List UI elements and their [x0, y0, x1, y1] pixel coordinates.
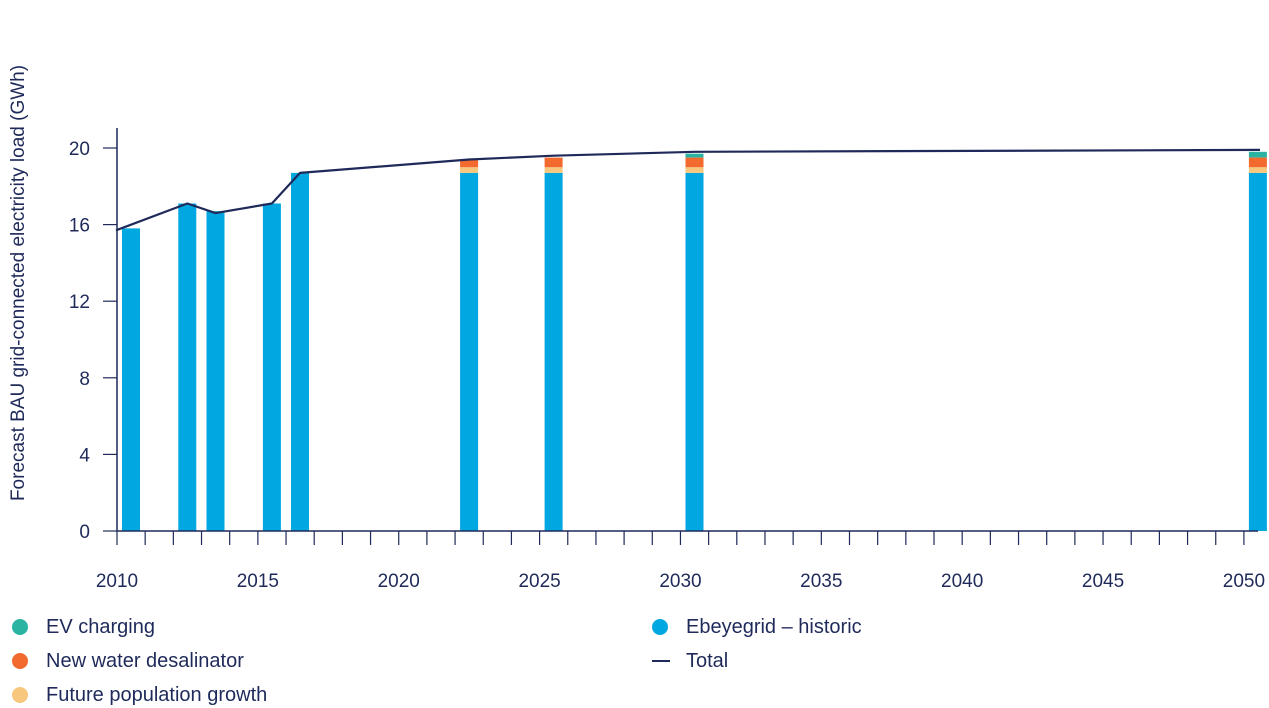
x-tick-label-2040: 2040	[941, 571, 983, 592]
bar-2050-series-1	[1248, 167, 1267, 173]
bar-2016-series-0	[291, 172, 309, 531]
bar-2015-series-0	[262, 203, 281, 531]
x-tick-label-2035: 2035	[800, 571, 842, 592]
y-tick-label-16: 16	[69, 216, 90, 237]
legend-label-ebeyegrid-historic: Ebeyegrid – historic	[686, 615, 862, 638]
bar-2030-series-0	[685, 172, 704, 531]
bar-2050-series-3	[1248, 151, 1267, 158]
x-tick-label-2050: 2050	[1223, 571, 1265, 592]
bar-2012-series-0	[178, 203, 197, 531]
x-tick-label-2030: 2030	[659, 571, 701, 592]
bar-2010-series-0	[122, 228, 140, 531]
legend-swatch-ebeyegrid-historic	[652, 619, 668, 635]
bar-2022-series-0	[460, 172, 479, 531]
legend-swatch-ev-charging	[12, 619, 28, 635]
x-tick-label-2020: 2020	[378, 571, 420, 592]
legend-item-total: Total	[652, 648, 728, 674]
y-tick-label-8: 8	[79, 369, 90, 390]
x-tick-label-2025: 2025	[518, 571, 560, 592]
bar-2025-series-2	[544, 157, 563, 168]
legend-label-new-water-desalinator: New water desalinator	[46, 649, 244, 672]
y-tick-label-20: 20	[69, 139, 90, 160]
legend-item-future-population-growth: Future population growth	[12, 682, 267, 708]
legend-label-future-population-growth: Future population growth	[46, 683, 268, 706]
legend-item-ev-charging: EV charging	[12, 614, 155, 640]
legend-label-ev-charging: EV charging	[46, 615, 155, 638]
y-axis-label-group: Forecast BAU grid-connected electricity …	[8, 65, 29, 501]
bar-2022-series-2	[460, 159, 479, 168]
legend-item-ebeyegrid-historic: Ebeyegrid – historic	[652, 614, 862, 640]
bar-2025-series-1	[544, 167, 563, 173]
bar-2050-series-2	[1248, 157, 1267, 168]
y-tick-label-4: 4	[79, 445, 90, 466]
y-tick-label-0: 0	[79, 522, 90, 543]
bar-2050-series-0	[1248, 172, 1267, 531]
x-tick-label-2010: 2010	[96, 571, 138, 592]
legend-swatch-total	[652, 660, 670, 662]
bar-2030-series-1	[685, 167, 704, 173]
y-tick-label-12: 12	[69, 292, 90, 313]
x-tick-label-2045: 2045	[1082, 571, 1124, 592]
bar-2025-series-0	[544, 172, 563, 531]
bar-2030-series-2	[685, 157, 704, 168]
bar-2022-series-1	[460, 167, 479, 173]
total-line	[115, 148, 1261, 232]
x-tick-label-2015: 2015	[237, 571, 279, 592]
legend-label-total: Total	[686, 649, 729, 672]
bars	[122, 151, 1267, 531]
axes: 0 4 8 12 16 20 2010 2015 2020 2025 2030 2035 2040 204…	[69, 128, 1265, 592]
legend-item-new-water-desalinator: New water desalinator	[12, 648, 244, 674]
legend-swatch-new-water-desalinator	[12, 653, 28, 669]
bar-2030-series-3	[685, 153, 704, 158]
total-line-group	[115, 148, 1261, 232]
legend-swatch-future-population-growth	[12, 687, 28, 703]
y-axis-label: Forecast BAU grid-connected electricity …	[8, 65, 29, 501]
bar-2013-series-0	[206, 211, 225, 531]
